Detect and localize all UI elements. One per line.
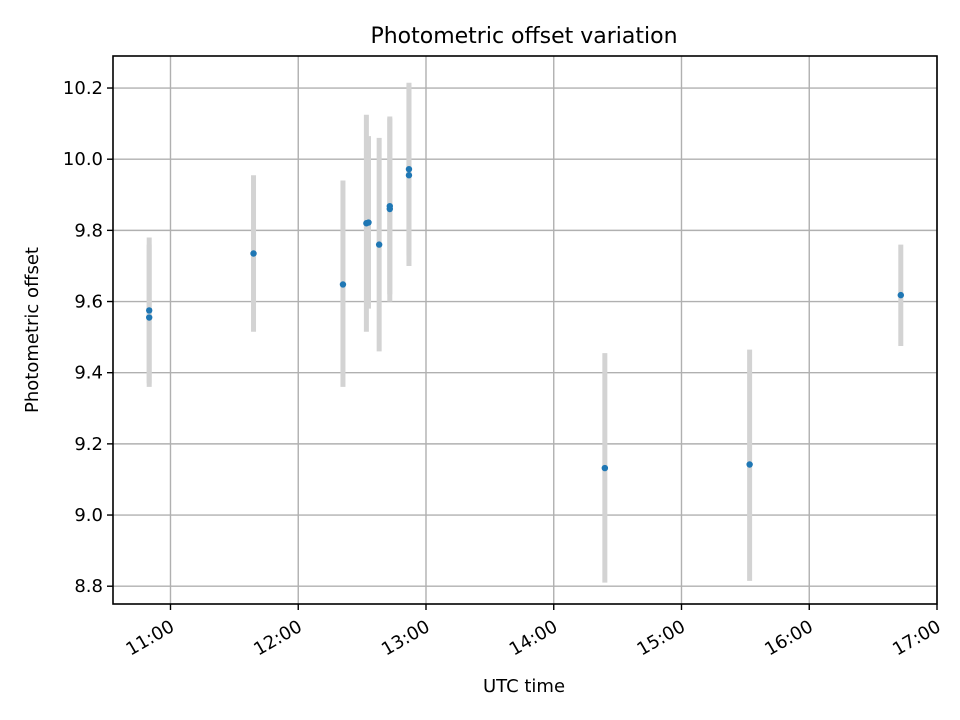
data-point [365, 219, 372, 226]
x-tick-label: 15:00 [634, 616, 689, 660]
y-tick-label: 10.0 [63, 149, 103, 170]
plot-frame [112, 55, 938, 605]
data-point [339, 281, 347, 288]
data-point [250, 250, 257, 257]
x-tick-label: 16:00 [761, 616, 816, 660]
x-tick-label: 14:00 [506, 616, 561, 660]
y-axis: 8.8 9.0 9.2 9.4 9.6 9.8 10.0 10.2 [63, 78, 113, 597]
point-layer [145, 165, 905, 472]
x-axis-label: UTC time [483, 676, 565, 697]
y-tick-label: 8.8 [74, 576, 103, 597]
data-point [897, 291, 905, 299]
data-point [405, 172, 413, 179]
chart-title: Photometric offset variation [370, 24, 677, 49]
data-point [145, 307, 153, 314]
data-point [145, 314, 153, 321]
y-tick-label: 9.8 [74, 220, 103, 241]
grid-layer [113, 56, 938, 604]
errorbar-layer [146, 82, 904, 583]
y-tick-label: 10.2 [63, 78, 103, 99]
y-tick-label: 9.6 [74, 292, 103, 313]
y-tick-label: 9.4 [74, 363, 103, 384]
data-point [375, 241, 383, 248]
x-tick-label: 11:00 [123, 616, 178, 660]
data-point [405, 165, 413, 173]
x-tick-label: 17:00 [889, 616, 944, 660]
x-tick-label: 13:00 [378, 616, 433, 660]
y-tick-label: 9.0 [74, 505, 103, 526]
data-point [386, 205, 393, 213]
y-axis-label: Photometric offset [22, 247, 43, 413]
y-tick-label: 9.2 [74, 434, 103, 455]
x-axis: 11:00 12:00 13:00 14:00 15:00 16:00 17:00 [123, 604, 945, 660]
x-tick-label: 12:00 [250, 616, 305, 660]
data-point [601, 464, 609, 472]
data-point [746, 461, 753, 468]
